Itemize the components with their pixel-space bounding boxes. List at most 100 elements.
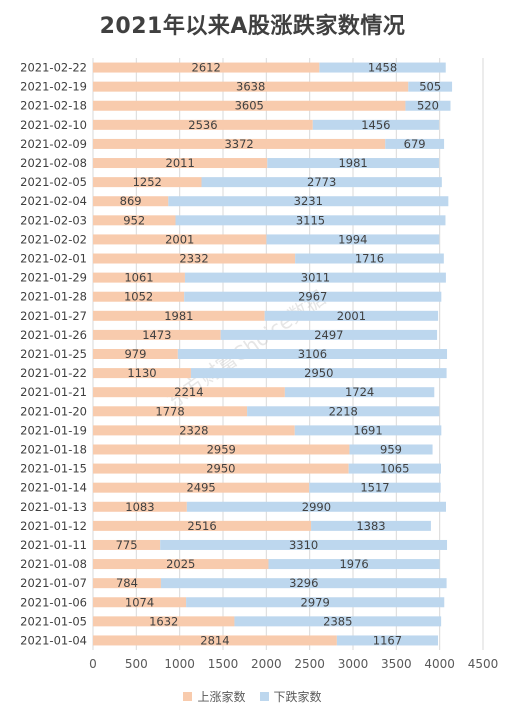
y-tick-label: 2021-01-22	[20, 366, 87, 380]
data-label-rise: 2332	[179, 252, 208, 266]
bar-fall	[309, 482, 441, 493]
x-tick-label: 1500	[208, 657, 239, 671]
data-label-fall: 1383	[356, 519, 385, 533]
bar-fall	[312, 119, 439, 130]
data-label-fall: 3296	[289, 576, 318, 590]
bar-rise	[93, 482, 310, 493]
bar-rise	[93, 463, 349, 474]
x-tick-label: 4500	[468, 657, 499, 671]
data-label-rise: 1473	[142, 328, 171, 342]
bar-fall	[336, 635, 439, 646]
data-label-fall: 679	[404, 137, 426, 151]
data-label-rise: 2001	[165, 232, 194, 246]
bar-fall	[220, 329, 438, 340]
bar-rise	[93, 196, 169, 207]
y-tick-label: 2021-02-22	[20, 61, 87, 75]
chart-title: 2021年以来A股涨跌家数情况	[99, 14, 406, 39]
bar-fall	[295, 253, 444, 264]
y-tick-label: 2021-01-25	[20, 347, 87, 361]
legend-label-rise: 上涨家数	[197, 690, 246, 704]
bar-rise	[93, 310, 265, 321]
y-tick-label: 2021-01-21	[20, 385, 87, 399]
y-tick-label: 2021-01-08	[20, 557, 87, 571]
y-tick-label: 2021-01-06	[20, 595, 87, 609]
bar-rise	[93, 177, 202, 188]
data-label-fall: 2967	[298, 290, 327, 304]
bar-fall	[408, 81, 453, 92]
data-label-rise: 775	[116, 538, 138, 552]
y-tick-label: 2021-02-08	[20, 156, 87, 170]
data-label-rise: 1061	[124, 271, 153, 285]
data-label-fall: 1981	[338, 156, 367, 170]
y-tick-label: 2021-01-29	[20, 271, 87, 285]
chart-legend: 上涨家数 下跌家数	[0, 688, 505, 705]
data-label-rise: 2612	[192, 61, 221, 75]
data-label-fall: 1691	[353, 423, 382, 437]
y-tick-label: 2021-02-19	[20, 80, 87, 94]
y-tick-label: 2021-01-11	[20, 538, 87, 552]
data-label-fall: 1976	[339, 557, 368, 571]
data-label-rise: 3372	[224, 137, 253, 151]
data-label-fall: 505	[419, 80, 441, 94]
x-tick-label: 1000	[164, 657, 195, 671]
data-label-fall: 1517	[360, 481, 389, 495]
y-tick-label: 2021-01-07	[20, 576, 87, 590]
y-tick-label: 2021-02-01	[20, 252, 87, 266]
bar-fall	[186, 501, 446, 512]
data-label-rise: 1981	[164, 309, 193, 323]
bar-fall	[319, 62, 446, 73]
data-label-fall: 3115	[296, 213, 325, 227]
data-label-fall: 2218	[329, 404, 358, 418]
bar-rise	[93, 291, 185, 302]
bar-rise	[93, 234, 267, 245]
x-tick-label: 2000	[251, 657, 282, 671]
bar-fall	[267, 158, 439, 169]
y-tick-label: 2021-01-15	[20, 462, 87, 476]
bar-rise	[93, 215, 176, 226]
bar-fall	[349, 444, 433, 455]
data-label-rise: 979	[124, 347, 146, 361]
legend-swatch-fall	[259, 692, 269, 701]
legend-swatch-rise	[183, 692, 193, 701]
data-label-rise: 2814	[200, 633, 229, 647]
data-label-fall: 2385	[323, 614, 352, 628]
data-label-rise: 3605	[235, 99, 264, 113]
data-label-fall: 1994	[338, 232, 367, 246]
data-label-fall: 2950	[304, 366, 333, 380]
x-tick-label: 2500	[294, 657, 325, 671]
bar-fall	[348, 463, 441, 474]
bar-fall	[385, 138, 445, 149]
bar-rise	[93, 501, 187, 512]
data-label-rise: 2495	[186, 481, 215, 495]
data-label-fall: 3011	[301, 271, 330, 285]
data-label-fall: 1716	[355, 252, 384, 266]
data-label-fall: 3310	[289, 538, 318, 552]
data-label-rise: 2328	[179, 423, 208, 437]
y-tick-label: 2021-01-27	[20, 309, 87, 323]
bar-fall	[190, 368, 447, 379]
data-label-rise: 2536	[188, 118, 217, 132]
data-label-rise: 1074	[125, 595, 154, 609]
data-label-rise: 1083	[125, 500, 154, 514]
bar-rise	[93, 406, 248, 417]
data-label-rise: 2516	[187, 519, 216, 533]
legend-item-fall: 下跌家数	[259, 688, 322, 705]
bar-fall	[201, 177, 442, 188]
bar-fall	[175, 215, 446, 226]
data-label-fall: 2990	[302, 500, 331, 514]
y-tick-label: 2021-02-05	[20, 175, 87, 189]
y-tick-label: 2021-02-09	[20, 137, 87, 151]
bar-rise	[93, 559, 269, 570]
bar-rise	[93, 597, 187, 608]
x-tick-label: 0	[89, 657, 97, 671]
y-tick-label: 2021-02-18	[20, 99, 87, 113]
y-tick-label: 2021-01-20	[20, 404, 87, 418]
y-tick-label: 2021-01-13	[20, 500, 87, 514]
bar-fall	[160, 578, 447, 589]
y-tick-label: 2021-02-03	[20, 213, 87, 227]
bar-rise	[93, 539, 161, 550]
data-label-rise: 1632	[149, 614, 178, 628]
bar-fall	[184, 272, 446, 283]
data-label-fall: 2497	[314, 328, 343, 342]
